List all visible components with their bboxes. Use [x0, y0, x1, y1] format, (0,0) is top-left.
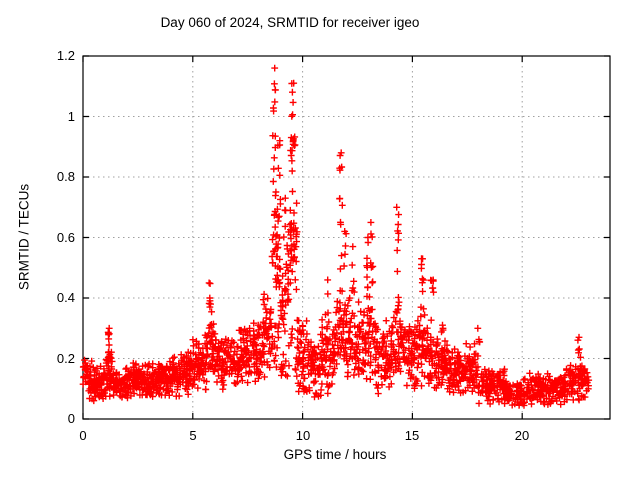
x-tick-label: 5	[189, 428, 197, 443]
y-tick-label: 0	[67, 411, 75, 426]
x-tick-label: 0	[79, 428, 87, 443]
y-tick-label: 0.8	[56, 169, 75, 184]
x-tick-label: 20	[514, 428, 530, 443]
y-tick-label: 1	[67, 109, 75, 124]
y-tick-label: 0.6	[56, 230, 75, 245]
axis-ticks	[82, 55, 610, 420]
y-tick-label: 0.4	[56, 290, 75, 305]
x-axis-title: GPS time / hours	[283, 447, 387, 462]
x-tick-label: 10	[295, 428, 311, 443]
chart-title: Day 060 of 2024, SRMTID for receiver ige…	[160, 15, 420, 30]
y-tick-label: 0.2	[56, 351, 75, 366]
scatter-points	[79, 64, 593, 409]
y-tick-label: 1.2	[56, 48, 75, 63]
x-tick-label: 15	[404, 428, 420, 443]
